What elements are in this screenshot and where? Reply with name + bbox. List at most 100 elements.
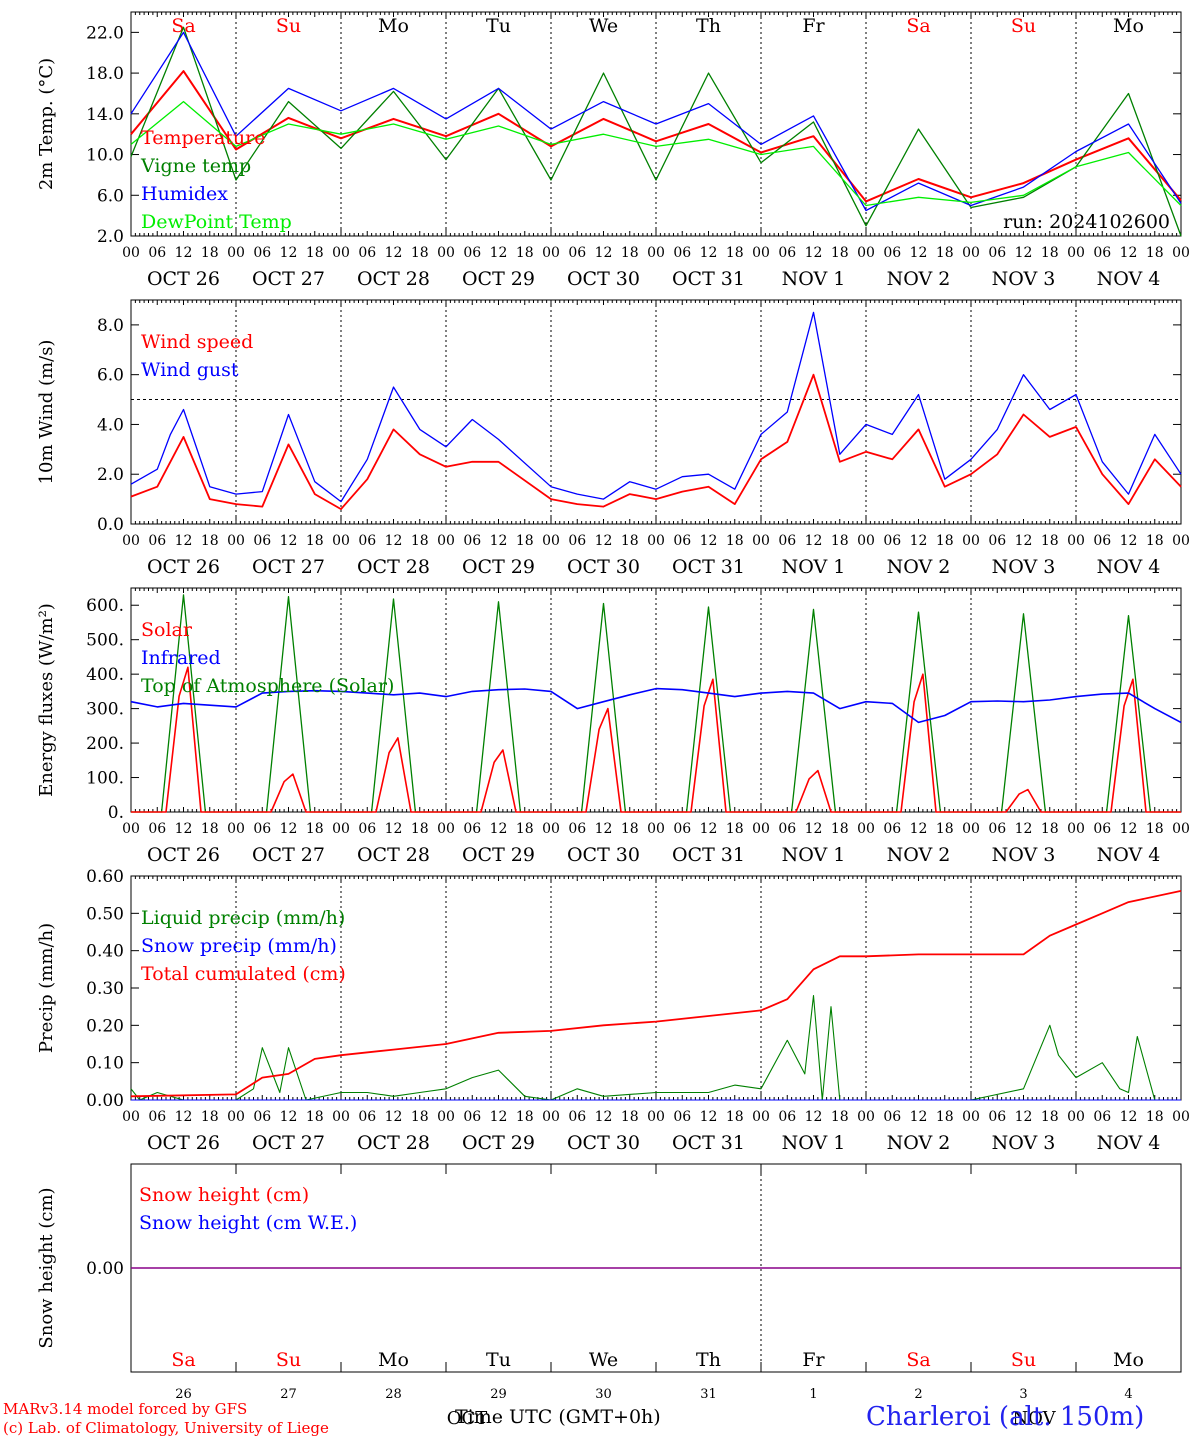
y-tick-label: 0.60 <box>86 867 124 887</box>
hour-tick-label: 06 <box>988 821 1006 837</box>
date-label: OCT 29 <box>462 268 535 290</box>
day-name-label: Sa <box>906 1349 930 1371</box>
series-line-liquid-precip-mm-h- <box>130 994 1181 1101</box>
hour-tick-label: 18 <box>831 1109 849 1125</box>
hour-tick-label: 00 <box>647 533 665 549</box>
hour-tick-label: 12 <box>385 533 403 549</box>
legend-entry: Humidex <box>141 183 228 205</box>
hour-tick-label: 18 <box>726 1109 744 1125</box>
hour-tick-label: 12 <box>280 245 298 261</box>
hour-tick-label: 18 <box>1041 821 1059 837</box>
date-label: OCT 31 <box>672 1132 745 1154</box>
y-tick-label: 18.0 <box>86 64 124 84</box>
hour-tick-label: 00 <box>542 245 560 261</box>
y-tick-label: 200. <box>86 734 124 754</box>
date-label: NOV 4 <box>1097 268 1161 290</box>
hour-tick-label: 06 <box>463 1109 481 1125</box>
hour-tick-label: 00 <box>752 1109 770 1125</box>
hour-tick-label: 18 <box>201 245 219 261</box>
hour-tick-label: 12 <box>1120 533 1138 549</box>
date-label: OCT 29 <box>462 844 535 866</box>
hour-tick-label: 06 <box>778 821 796 837</box>
hour-tick-label: 06 <box>1093 821 1111 837</box>
y-tick-label: 10.0 <box>86 146 124 166</box>
hour-tick-label: 18 <box>411 245 429 261</box>
hour-tick-label: 18 <box>1146 533 1164 549</box>
hour-tick-label: 00 <box>227 245 245 261</box>
hour-tick-label: 18 <box>306 533 324 549</box>
x-axis-label: Time UTC (GMT+0h) <box>455 1406 661 1428</box>
hour-tick-label: 00 <box>647 1109 665 1125</box>
date-label: OCT 26 <box>147 844 220 866</box>
hour-tick-label: 06 <box>253 533 271 549</box>
y-axis-label: Precip (mm/h) <box>36 923 57 1053</box>
hour-tick-label: 00 <box>332 533 350 549</box>
hour-tick-label: 12 <box>1015 1109 1033 1125</box>
hour-tick-label: 12 <box>175 533 193 549</box>
hour-tick-label: 06 <box>148 245 166 261</box>
y-axis-label: Snow height (cm) <box>36 1187 57 1348</box>
hour-tick-label: 18 <box>516 1109 534 1125</box>
y-tick-label: 0.00 <box>86 1259 124 1279</box>
hour-tick-label: 12 <box>280 821 298 837</box>
hour-tick-label: 06 <box>148 821 166 837</box>
legend-entry: Solar <box>141 619 193 641</box>
y-tick-label: 400. <box>86 665 124 685</box>
date-label: OCT 30 <box>567 1132 640 1154</box>
hour-tick-label: 06 <box>568 245 586 261</box>
y-tick-label: 4.0 <box>97 415 124 435</box>
hour-tick-label: 00 <box>962 821 980 837</box>
hour-tick-label: 06 <box>778 245 796 261</box>
date-label: OCT 26 <box>147 556 220 578</box>
hour-tick-label: 00 <box>1172 245 1190 261</box>
hour-tick-label: 00 <box>332 821 350 837</box>
hour-tick-label: 06 <box>883 533 901 549</box>
y-axis-label: 2m Temp. (°C) <box>36 58 57 190</box>
hour-tick-label: 18 <box>516 821 534 837</box>
date-label: NOV 3 <box>992 268 1056 290</box>
date-label: NOV 3 <box>992 844 1056 866</box>
hour-tick-label: 12 <box>385 1109 403 1125</box>
hour-tick-label: 12 <box>490 821 508 837</box>
hour-tick-label: 00 <box>542 533 560 549</box>
hour-tick-label: 12 <box>280 533 298 549</box>
run-label: run: 2024102600 <box>1003 211 1170 233</box>
hour-tick-label: 06 <box>568 533 586 549</box>
legend-entry: Liquid precip (mm/h) <box>141 907 345 929</box>
hour-tick-label: 12 <box>910 245 928 261</box>
panel-2: 0.0 2.0 4.0 6.0 8.0 10m Wind (m/s) 00 06 12 18 00 0… <box>36 299 1190 578</box>
day-name-label: Mo <box>378 15 409 37</box>
hour-tick-label: 12 <box>175 245 193 261</box>
day-name-label: Mo <box>1113 1349 1144 1371</box>
hour-tick-label: 00 <box>962 1109 980 1125</box>
day-name-label: Fr <box>802 1349 825 1371</box>
hour-tick-label: 18 <box>306 245 324 261</box>
hour-tick-label: 12 <box>595 533 613 549</box>
hour-tick-label: 06 <box>358 1109 376 1125</box>
date-label: OCT 27 <box>252 844 325 866</box>
hour-tick-label: 18 <box>1146 1109 1164 1125</box>
hour-tick-label: 18 <box>1146 821 1164 837</box>
hour-tick-label: 12 <box>385 821 403 837</box>
date-label: OCT 26 <box>147 1132 220 1154</box>
hour-tick-label: 00 <box>1067 1109 1085 1125</box>
hour-tick-label: 00 <box>122 245 140 261</box>
y-tick-label: 0.40 <box>86 942 124 962</box>
hour-tick-label: 18 <box>831 245 849 261</box>
hour-tick-label: 18 <box>621 245 639 261</box>
month-label: OCT <box>447 1408 488 1429</box>
date-label: NOV 4 <box>1097 1132 1161 1154</box>
day-name-label: Su <box>1011 15 1036 37</box>
day-number-label: 4 <box>1124 1387 1132 1402</box>
y-tick-label: 2.0 <box>97 227 124 247</box>
hour-tick-label: 12 <box>490 245 508 261</box>
y-tick-label: 0.0 <box>97 515 124 535</box>
hour-tick-label: 00 <box>857 1109 875 1125</box>
hour-tick-label: 12 <box>805 533 823 549</box>
hour-tick-label: 12 <box>1120 245 1138 261</box>
y-axis-label: Energy fluxes (W/m²) <box>36 603 57 797</box>
date-label: OCT 31 <box>672 556 745 578</box>
hour-tick-label: 06 <box>883 821 901 837</box>
hour-tick-label: 12 <box>175 1109 193 1125</box>
